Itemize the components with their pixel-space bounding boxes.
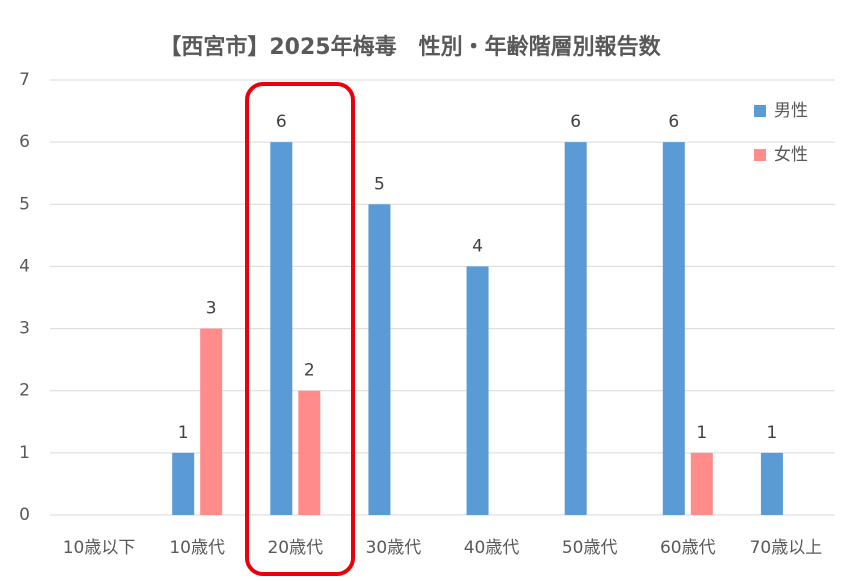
bar (662, 142, 685, 515)
y-tick-label: 7 (19, 70, 30, 90)
y-tick-label: 4 (19, 256, 30, 276)
y-tick-label: 0 (19, 505, 30, 525)
x-tick-label: 10歳以下 (63, 538, 136, 558)
legend-label: 男性 (774, 101, 808, 121)
value-label: 1 (767, 423, 778, 443)
legend-swatch (754, 105, 766, 117)
bar (200, 328, 223, 515)
bar (270, 142, 293, 515)
x-tick-label: 60歳代 (660, 538, 716, 558)
x-tick-label: 20歳代 (267, 538, 323, 558)
value-label: 5 (374, 174, 385, 194)
y-tick-label: 3 (19, 319, 30, 339)
x-tick-label: 30歳代 (366, 538, 422, 558)
value-label: 1 (696, 423, 707, 443)
bar (368, 204, 391, 516)
value-label: 6 (570, 112, 581, 132)
value-label: 2 (304, 361, 315, 381)
value-label: 1 (178, 423, 189, 443)
chart-title: 【西宮市】2025年梅毒 性別・年齢階層別報告数 (159, 34, 661, 60)
value-label: 4 (472, 236, 483, 256)
legend-label: 女性 (774, 145, 808, 165)
x-tick-label: 10歳代 (169, 538, 225, 558)
x-tick-label: 70歳以上 (750, 538, 823, 558)
value-label: 3 (206, 299, 217, 319)
highlight-box (245, 82, 355, 576)
value-label: 6 (668, 112, 679, 132)
legend-swatch (754, 149, 766, 161)
bar (760, 452, 783, 515)
y-tick-label: 2 (19, 381, 30, 401)
value-label: 6 (276, 112, 287, 132)
bar (298, 390, 321, 515)
bar (466, 266, 489, 515)
bar (172, 452, 195, 515)
x-tick-label: 40歳代 (464, 538, 520, 558)
x-tick-label: 50歳代 (562, 538, 618, 558)
bar (564, 142, 587, 515)
y-tick-label: 6 (19, 132, 30, 152)
y-tick-label: 5 (19, 194, 30, 214)
bar (690, 452, 713, 515)
y-tick-label: 1 (19, 443, 30, 463)
